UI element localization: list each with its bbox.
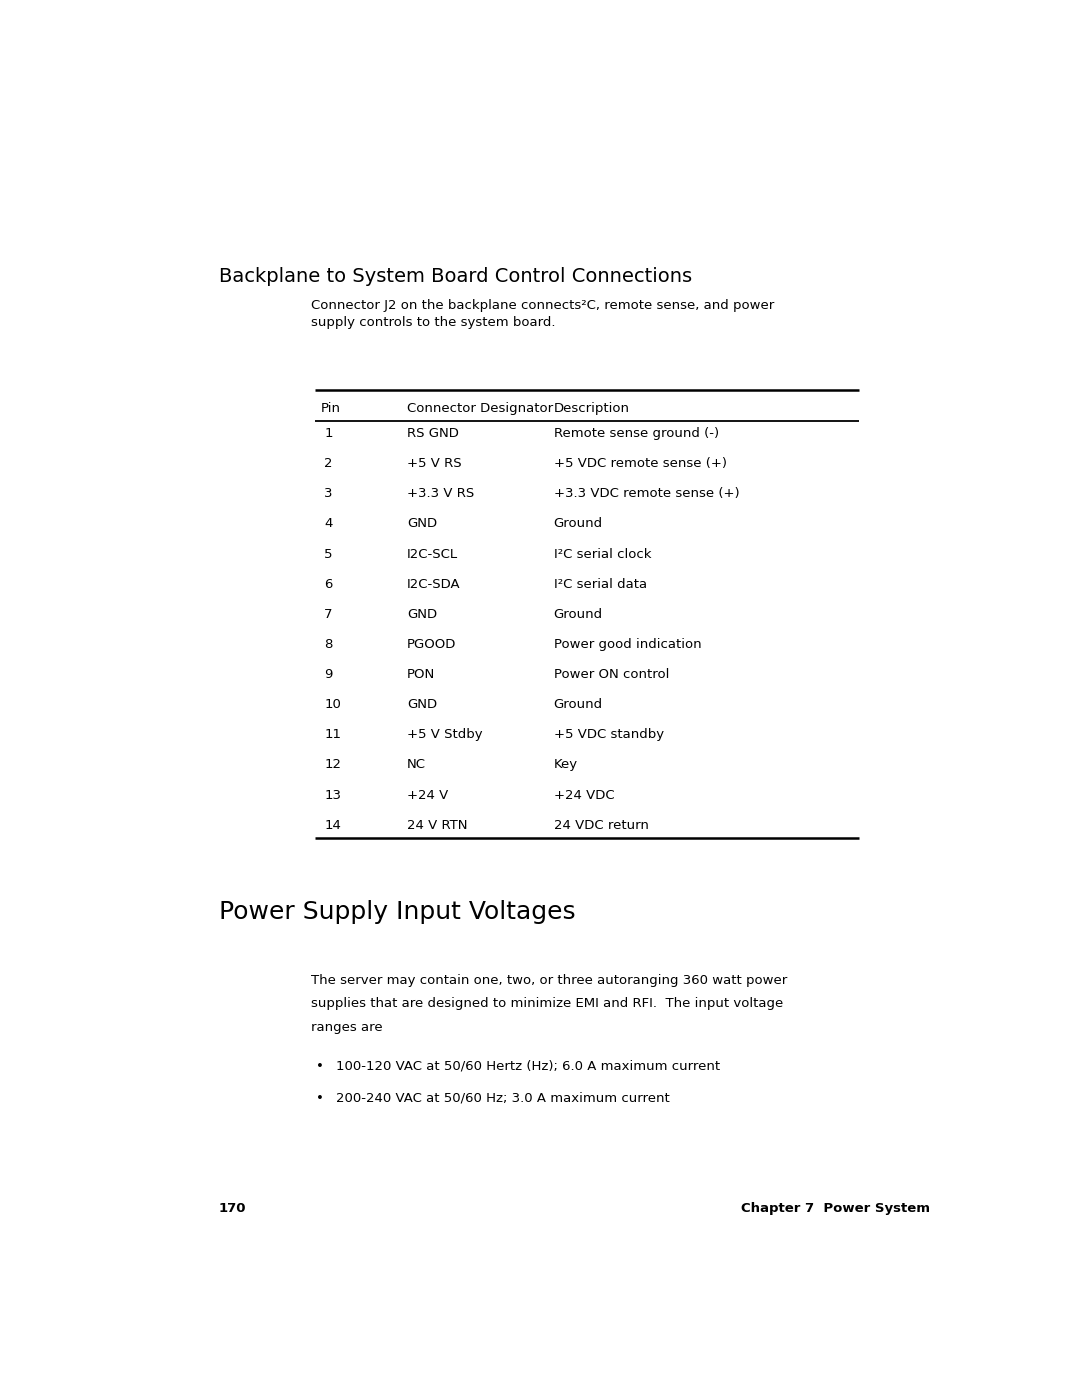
Text: Pin: Pin — [321, 402, 341, 415]
Text: supply controls to the system board.: supply controls to the system board. — [311, 316, 555, 330]
Text: PON: PON — [407, 668, 435, 682]
Text: 170: 170 — [218, 1203, 246, 1215]
Text: •: • — [315, 1092, 324, 1105]
Text: Ground: Ground — [554, 608, 603, 620]
Text: Remote sense ground (-): Remote sense ground (-) — [554, 427, 718, 440]
Text: GND: GND — [407, 698, 437, 711]
Text: Key: Key — [554, 759, 578, 771]
Text: 5: 5 — [324, 548, 333, 560]
Text: Ground: Ground — [554, 517, 603, 531]
Text: ranges are: ranges are — [311, 1021, 382, 1034]
Text: The server may contain one, two, or three autoranging 360 watt power: The server may contain one, two, or thre… — [311, 974, 787, 986]
Text: I²C serial clock: I²C serial clock — [554, 548, 651, 560]
Text: 12: 12 — [324, 759, 341, 771]
Text: I2C-SCL: I2C-SCL — [407, 548, 458, 560]
Text: +5 V Stdby: +5 V Stdby — [407, 728, 483, 742]
Text: +24 VDC: +24 VDC — [554, 788, 615, 802]
Text: +5 VDC remote sense (+): +5 VDC remote sense (+) — [554, 457, 727, 471]
Text: +24 V: +24 V — [407, 788, 448, 802]
Text: •: • — [315, 1059, 324, 1073]
Text: 9: 9 — [324, 668, 333, 682]
Text: 13: 13 — [324, 788, 341, 802]
Text: I²C serial data: I²C serial data — [554, 578, 647, 591]
Text: RS GND: RS GND — [407, 427, 459, 440]
Text: +3.3 V RS: +3.3 V RS — [407, 488, 474, 500]
Text: 7: 7 — [324, 608, 333, 620]
Text: Power good indication: Power good indication — [554, 638, 701, 651]
Text: PGOOD: PGOOD — [407, 638, 457, 651]
Text: 11: 11 — [324, 728, 341, 742]
Text: Power ON control: Power ON control — [554, 668, 669, 682]
Text: Ground: Ground — [554, 698, 603, 711]
Text: 2: 2 — [324, 457, 333, 471]
Text: 10: 10 — [324, 698, 341, 711]
Text: Connector J2 on the backplane connects²C, remote sense, and power: Connector J2 on the backplane connects²C… — [311, 299, 774, 312]
Text: 24 VDC return: 24 VDC return — [554, 819, 648, 831]
Text: 14: 14 — [324, 819, 341, 831]
Text: 200-240 VAC at 50/60 Hz; 3.0 A maximum current: 200-240 VAC at 50/60 Hz; 3.0 A maximum c… — [336, 1092, 670, 1105]
Text: NC: NC — [407, 759, 426, 771]
Text: GND: GND — [407, 608, 437, 620]
Text: I2C-SDA: I2C-SDA — [407, 578, 461, 591]
Text: Connector Designator: Connector Designator — [407, 402, 553, 415]
Text: 6: 6 — [324, 578, 333, 591]
Text: Chapter 7  Power System: Chapter 7 Power System — [741, 1203, 930, 1215]
Text: supplies that are designed to minimize EMI and RFI.  The input voltage: supplies that are designed to minimize E… — [311, 997, 783, 1010]
Text: 4: 4 — [324, 517, 333, 531]
Text: Description: Description — [554, 402, 630, 415]
Text: 100-120 VAC at 50/60 Hertz (Hz); 6.0 A maximum current: 100-120 VAC at 50/60 Hertz (Hz); 6.0 A m… — [336, 1059, 720, 1073]
Text: +5 VDC standby: +5 VDC standby — [554, 728, 663, 742]
Text: +3.3 VDC remote sense (+): +3.3 VDC remote sense (+) — [554, 488, 739, 500]
Text: 24 V RTN: 24 V RTN — [407, 819, 468, 831]
Text: 1: 1 — [324, 427, 333, 440]
Text: 8: 8 — [324, 638, 333, 651]
Text: Power Supply Input Voltages: Power Supply Input Voltages — [218, 901, 576, 925]
Text: Backplane to System Board Control Connections: Backplane to System Board Control Connec… — [218, 267, 692, 285]
Text: 3: 3 — [324, 488, 333, 500]
Text: +5 V RS: +5 V RS — [407, 457, 461, 471]
Text: GND: GND — [407, 517, 437, 531]
